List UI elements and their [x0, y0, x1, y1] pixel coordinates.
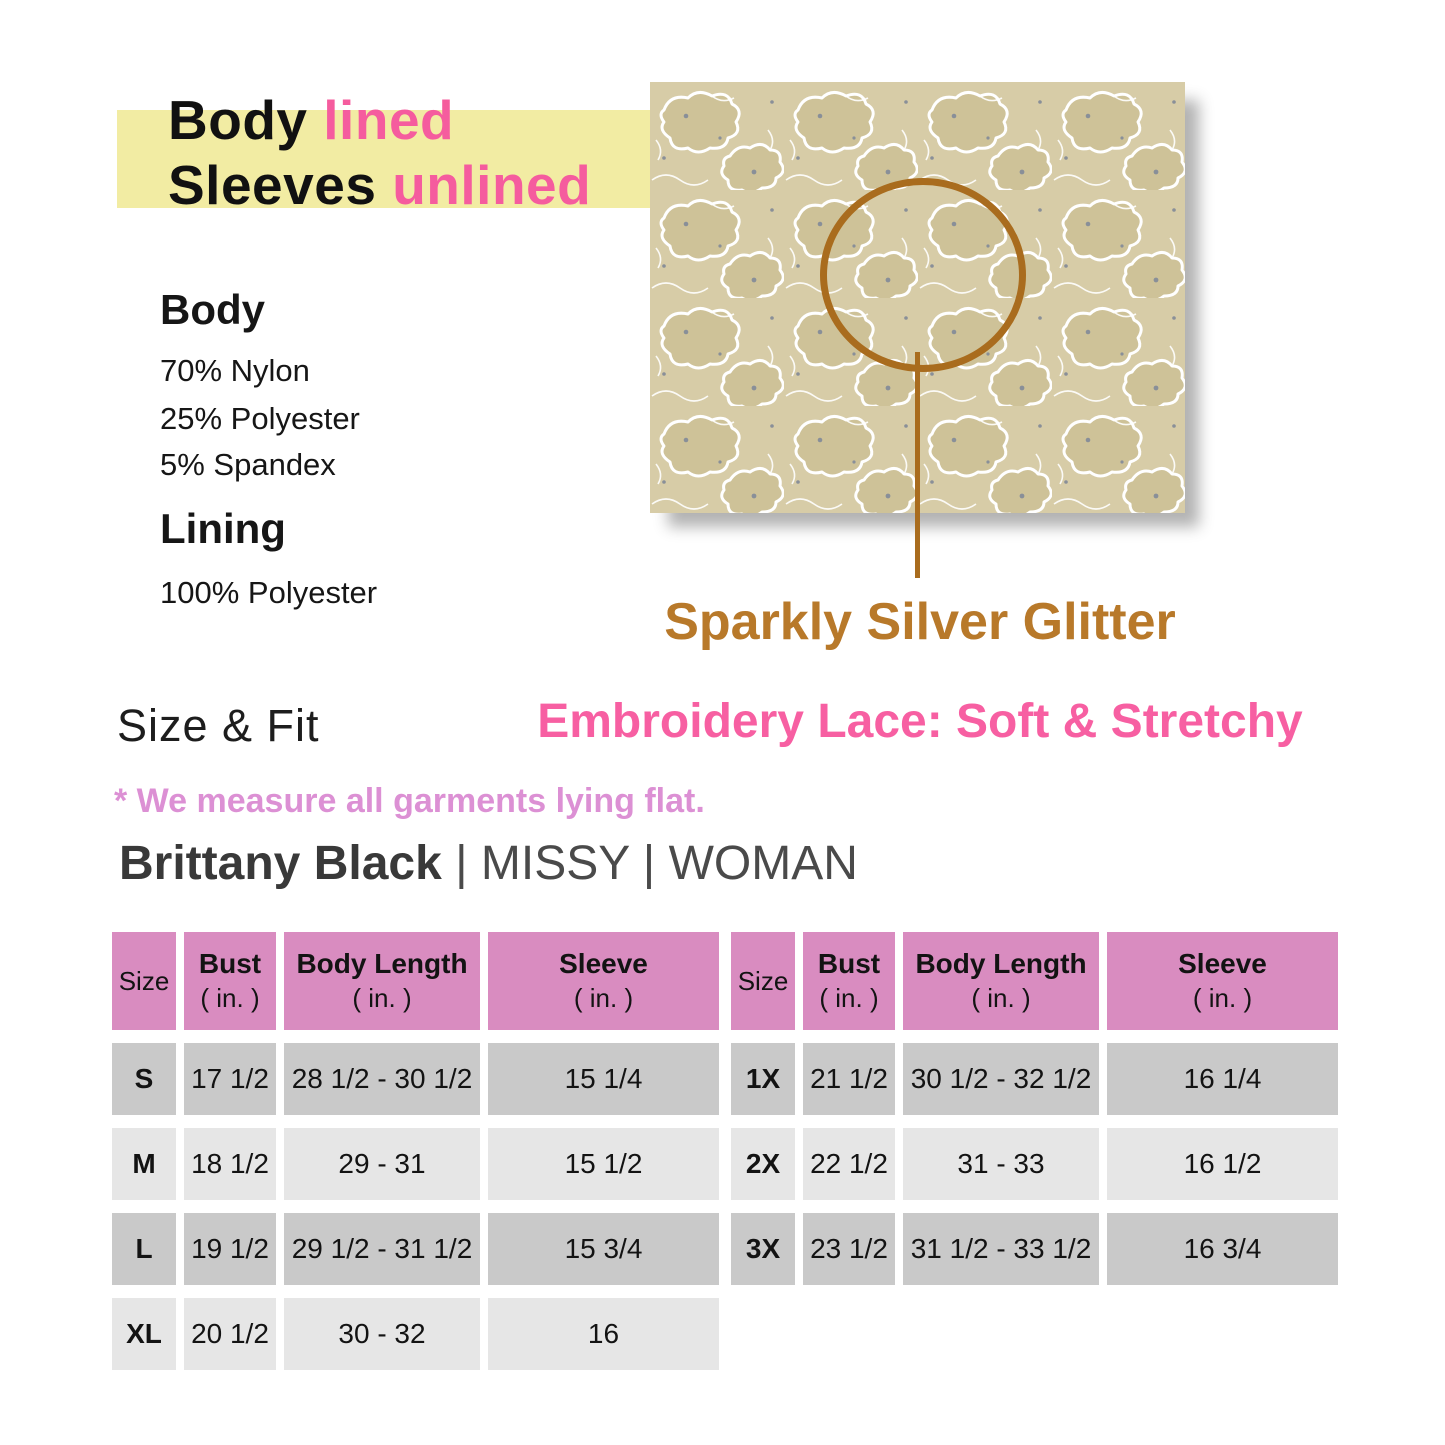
header-label: Bust: [198, 948, 262, 979]
headline-lined-word: lined: [323, 89, 455, 151]
sleeve-cell: 16: [488, 1298, 719, 1370]
glitter-circle-annotation: [820, 178, 1026, 372]
glitter-pointer-line: [915, 352, 920, 578]
bust-cell: 19 1/2: [184, 1213, 276, 1285]
body-length-cell: 30 1/2 - 32 1/2: [903, 1043, 1099, 1115]
size-table-missy: Size Bust ( in. ) Body Length ( in. ) Slee…: [112, 932, 719, 1370]
header-unit: ( in. ): [352, 983, 412, 1013]
body-composition-item: 70% Nylon: [160, 353, 310, 388]
header-cell-sleeve: Sleeve ( in. ): [1107, 932, 1338, 1030]
header-cell-sleeve: Sleeve ( in. ): [488, 932, 719, 1030]
headline-body-word: Body: [168, 89, 308, 151]
embroidery-lace-caption: Embroidery Lace: Soft & Stretchy: [537, 695, 1303, 748]
bust-cell: 21 1/2: [803, 1043, 895, 1115]
header-cell-body-length: Body Length ( in. ): [903, 932, 1099, 1030]
size-cell: 1X: [731, 1043, 795, 1115]
header-label: Sleeve: [1178, 948, 1267, 979]
body-length-cell: 28 1/2 - 30 1/2: [284, 1043, 480, 1115]
header-cell-bust: Bust ( in. ): [184, 932, 276, 1030]
sleeve-cell: 15 1/4: [488, 1043, 719, 1115]
header-cell-size: Size: [731, 932, 795, 1030]
sleeve-cell: 16 1/4: [1107, 1043, 1338, 1115]
measurement-note: * We measure all garments lying flat.: [114, 782, 705, 820]
lining-headline: Body lined Sleeves unlined: [168, 88, 591, 218]
sparkly-glitter-caption: Sparkly Silver Glitter: [664, 593, 1176, 651]
sleeve-cell: 15 3/4: [488, 1213, 719, 1285]
size-cell: L: [112, 1213, 176, 1285]
header-label: Sleeve: [559, 948, 648, 979]
header-unit: ( in. ): [573, 983, 634, 1013]
size-fit-title: Size & Fit: [117, 700, 320, 751]
header-unit: ( in. ): [971, 983, 1031, 1013]
header-cell-body-length: Body Length ( in. ): [284, 932, 480, 1030]
sleeve-cell: 16 1/2: [1107, 1128, 1338, 1200]
headline-line-2: Sleeves unlined: [168, 153, 591, 218]
body-length-cell: 31 1/2 - 33 1/2: [903, 1213, 1099, 1285]
size-cell: S: [112, 1043, 176, 1115]
product-name: Brittany Black: [119, 837, 442, 890]
body-composition-item: 25% Polyester: [160, 401, 360, 436]
size-cell: 3X: [731, 1213, 795, 1285]
headline-line-1: Body lined: [168, 88, 591, 153]
bust-cell: 22 1/2: [803, 1128, 895, 1200]
body-length-cell: 31 - 33: [903, 1128, 1099, 1200]
body-composition-heading: Body: [160, 286, 265, 333]
headline-sleeves-word: Sleeves: [168, 154, 377, 216]
product-categories: | MISSY | WOMAN: [441, 837, 858, 890]
bust-cell: 18 1/2: [184, 1128, 276, 1200]
lining-composition-item: 100% Polyester: [160, 575, 378, 610]
yellow-highlight-band: [117, 110, 658, 208]
product-title: Brittany Black | MISSY | WOMAN: [119, 836, 858, 891]
header-cell-size: Size: [112, 932, 176, 1030]
size-table-woman: Size Bust ( in. ) Body Length ( in. ) Slee…: [731, 932, 1338, 1285]
body-length-cell: 30 - 32: [284, 1298, 480, 1370]
header-unit: ( in. ): [200, 983, 260, 1013]
sleeve-cell: 15 1/2: [488, 1128, 719, 1200]
headline-unlined-word: unlined: [392, 154, 592, 216]
size-cell: 2X: [731, 1128, 795, 1200]
sleeve-cell: 16 3/4: [1107, 1213, 1338, 1285]
bust-cell: 20 1/2: [184, 1298, 276, 1370]
header-unit: ( in. ): [1192, 983, 1253, 1013]
header-unit: ( in. ): [819, 983, 879, 1013]
header-label: Bust: [817, 948, 881, 979]
body-length-cell: 29 - 31: [284, 1128, 480, 1200]
size-cell: XL: [112, 1298, 176, 1370]
header-label: Body Length: [296, 948, 468, 979]
bust-cell: 23 1/2: [803, 1213, 895, 1285]
size-cell: M: [112, 1128, 176, 1200]
bust-cell: 17 1/2: [184, 1043, 276, 1115]
body-length-cell: 29 1/2 - 31 1/2: [284, 1213, 480, 1285]
body-composition-item: 5% Spandex: [160, 447, 336, 482]
header-cell-bust: Bust ( in. ): [803, 932, 895, 1030]
lining-composition-heading: Lining: [160, 505, 286, 552]
header-label: Body Length: [915, 948, 1087, 979]
